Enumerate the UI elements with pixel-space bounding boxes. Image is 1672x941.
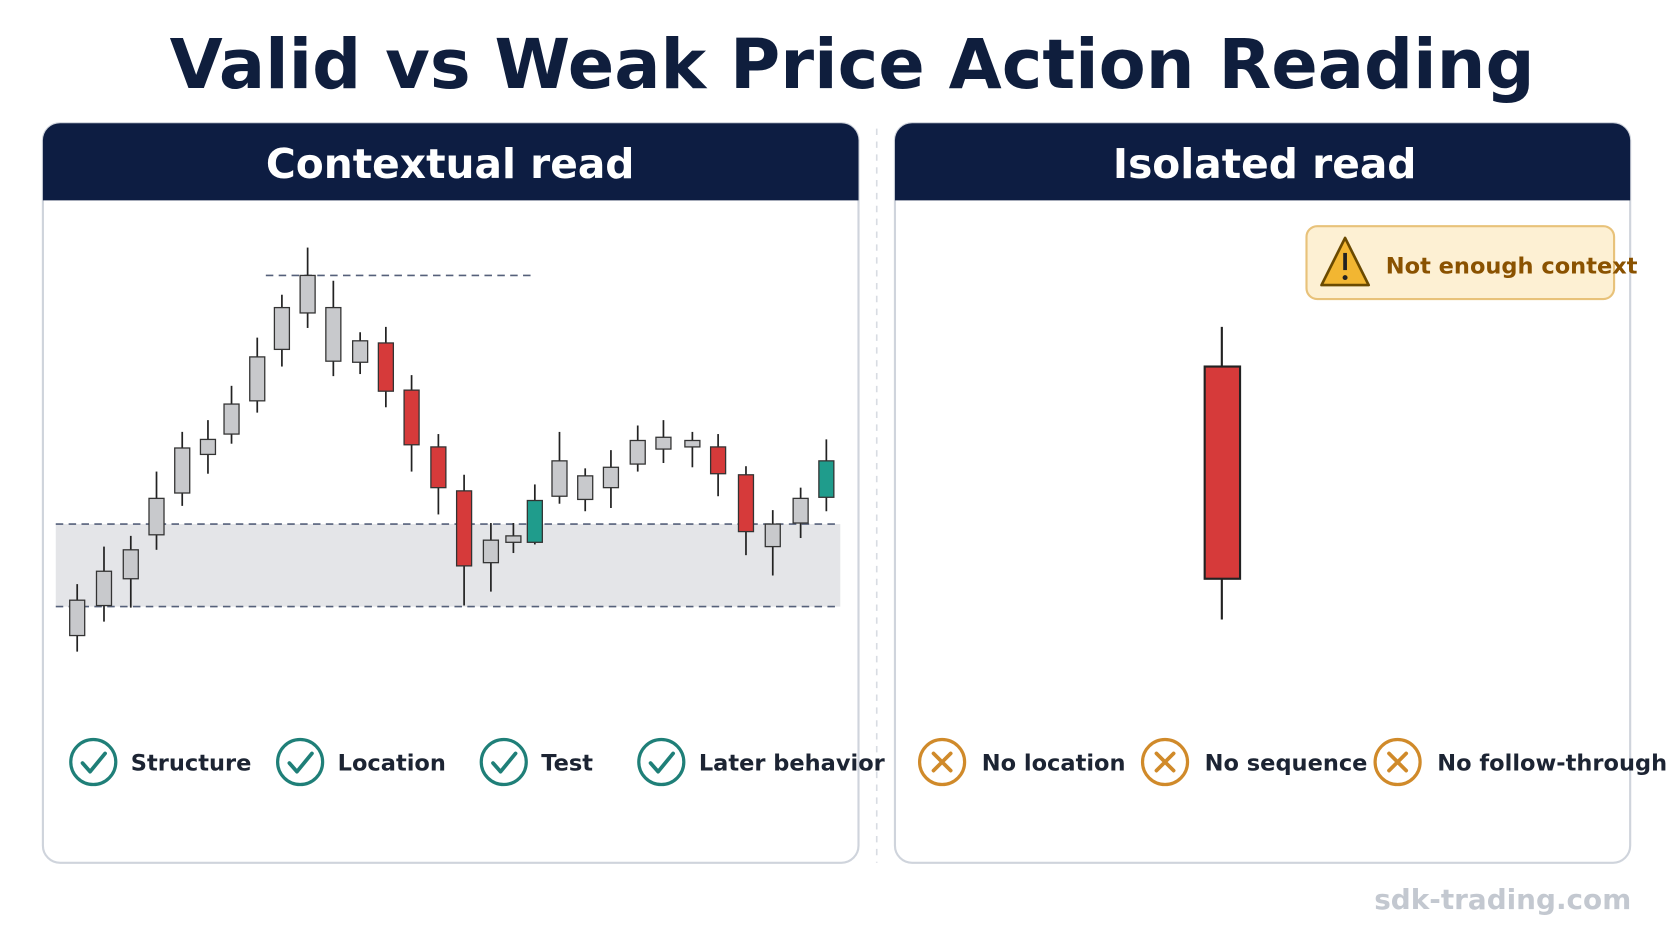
x-icon <box>1387 751 1409 773</box>
check-label: Test <box>541 751 593 777</box>
check-label: Location <box>338 751 446 777</box>
check-icon <box>648 751 675 774</box>
candle <box>430 446 447 489</box>
footer: sdk-trading.com <box>1374 883 1631 916</box>
candle <box>249 356 266 402</box>
candle <box>505 535 522 543</box>
check-icon <box>287 751 314 774</box>
candle <box>482 539 500 564</box>
candle <box>684 439 701 448</box>
candle <box>174 447 191 494</box>
candle <box>148 497 165 536</box>
candle <box>577 475 594 501</box>
check-icon <box>80 751 107 774</box>
candle <box>69 599 86 637</box>
candle <box>455 490 473 567</box>
candle <box>655 436 672 450</box>
candle <box>299 274 316 314</box>
x-icon <box>1154 751 1176 773</box>
check-icon <box>637 737 686 787</box>
x-icon <box>931 751 953 773</box>
candle <box>737 474 755 533</box>
panel-header <box>894 123 1631 201</box>
candle <box>551 460 568 497</box>
check-label: No location <box>982 751 1126 777</box>
candle <box>792 497 809 524</box>
check-icon <box>491 751 518 774</box>
check-label: No follow-through <box>1437 751 1667 777</box>
candle <box>709 446 727 475</box>
candle <box>602 466 620 489</box>
candle <box>95 570 113 607</box>
candle <box>818 460 835 498</box>
candle <box>1203 365 1242 580</box>
candle <box>403 389 420 446</box>
checks: Structure Location Test Later behavior No lo… <box>69 737 1667 787</box>
warning-icon <box>1342 275 1348 281</box>
panel-title: Contextual read <box>266 140 635 188</box>
candle <box>377 342 395 392</box>
zone <box>55 524 841 607</box>
check-icon <box>69 737 118 787</box>
candle <box>325 306 342 362</box>
candles <box>69 247 835 652</box>
candle <box>122 549 139 580</box>
panel-title: Isolated read <box>1113 140 1417 188</box>
candle <box>351 340 369 363</box>
candle <box>526 499 543 543</box>
candle <box>629 439 646 465</box>
badge <box>1305 225 1616 301</box>
check-icon <box>479 737 528 787</box>
candle <box>764 523 781 548</box>
candle <box>273 306 291 351</box>
badge-text: Not enough context <box>1386 253 1638 279</box>
check-label: Later behavior <box>699 751 886 777</box>
candle <box>199 438 217 456</box>
candle <box>223 403 240 435</box>
check-label: No sequence <box>1205 751 1368 777</box>
check-label: Structure <box>131 751 252 777</box>
panel-header <box>42 123 859 201</box>
check-icon <box>276 737 325 787</box>
page-title: Valid vs Weak Price Action Reading <box>170 25 1535 105</box>
